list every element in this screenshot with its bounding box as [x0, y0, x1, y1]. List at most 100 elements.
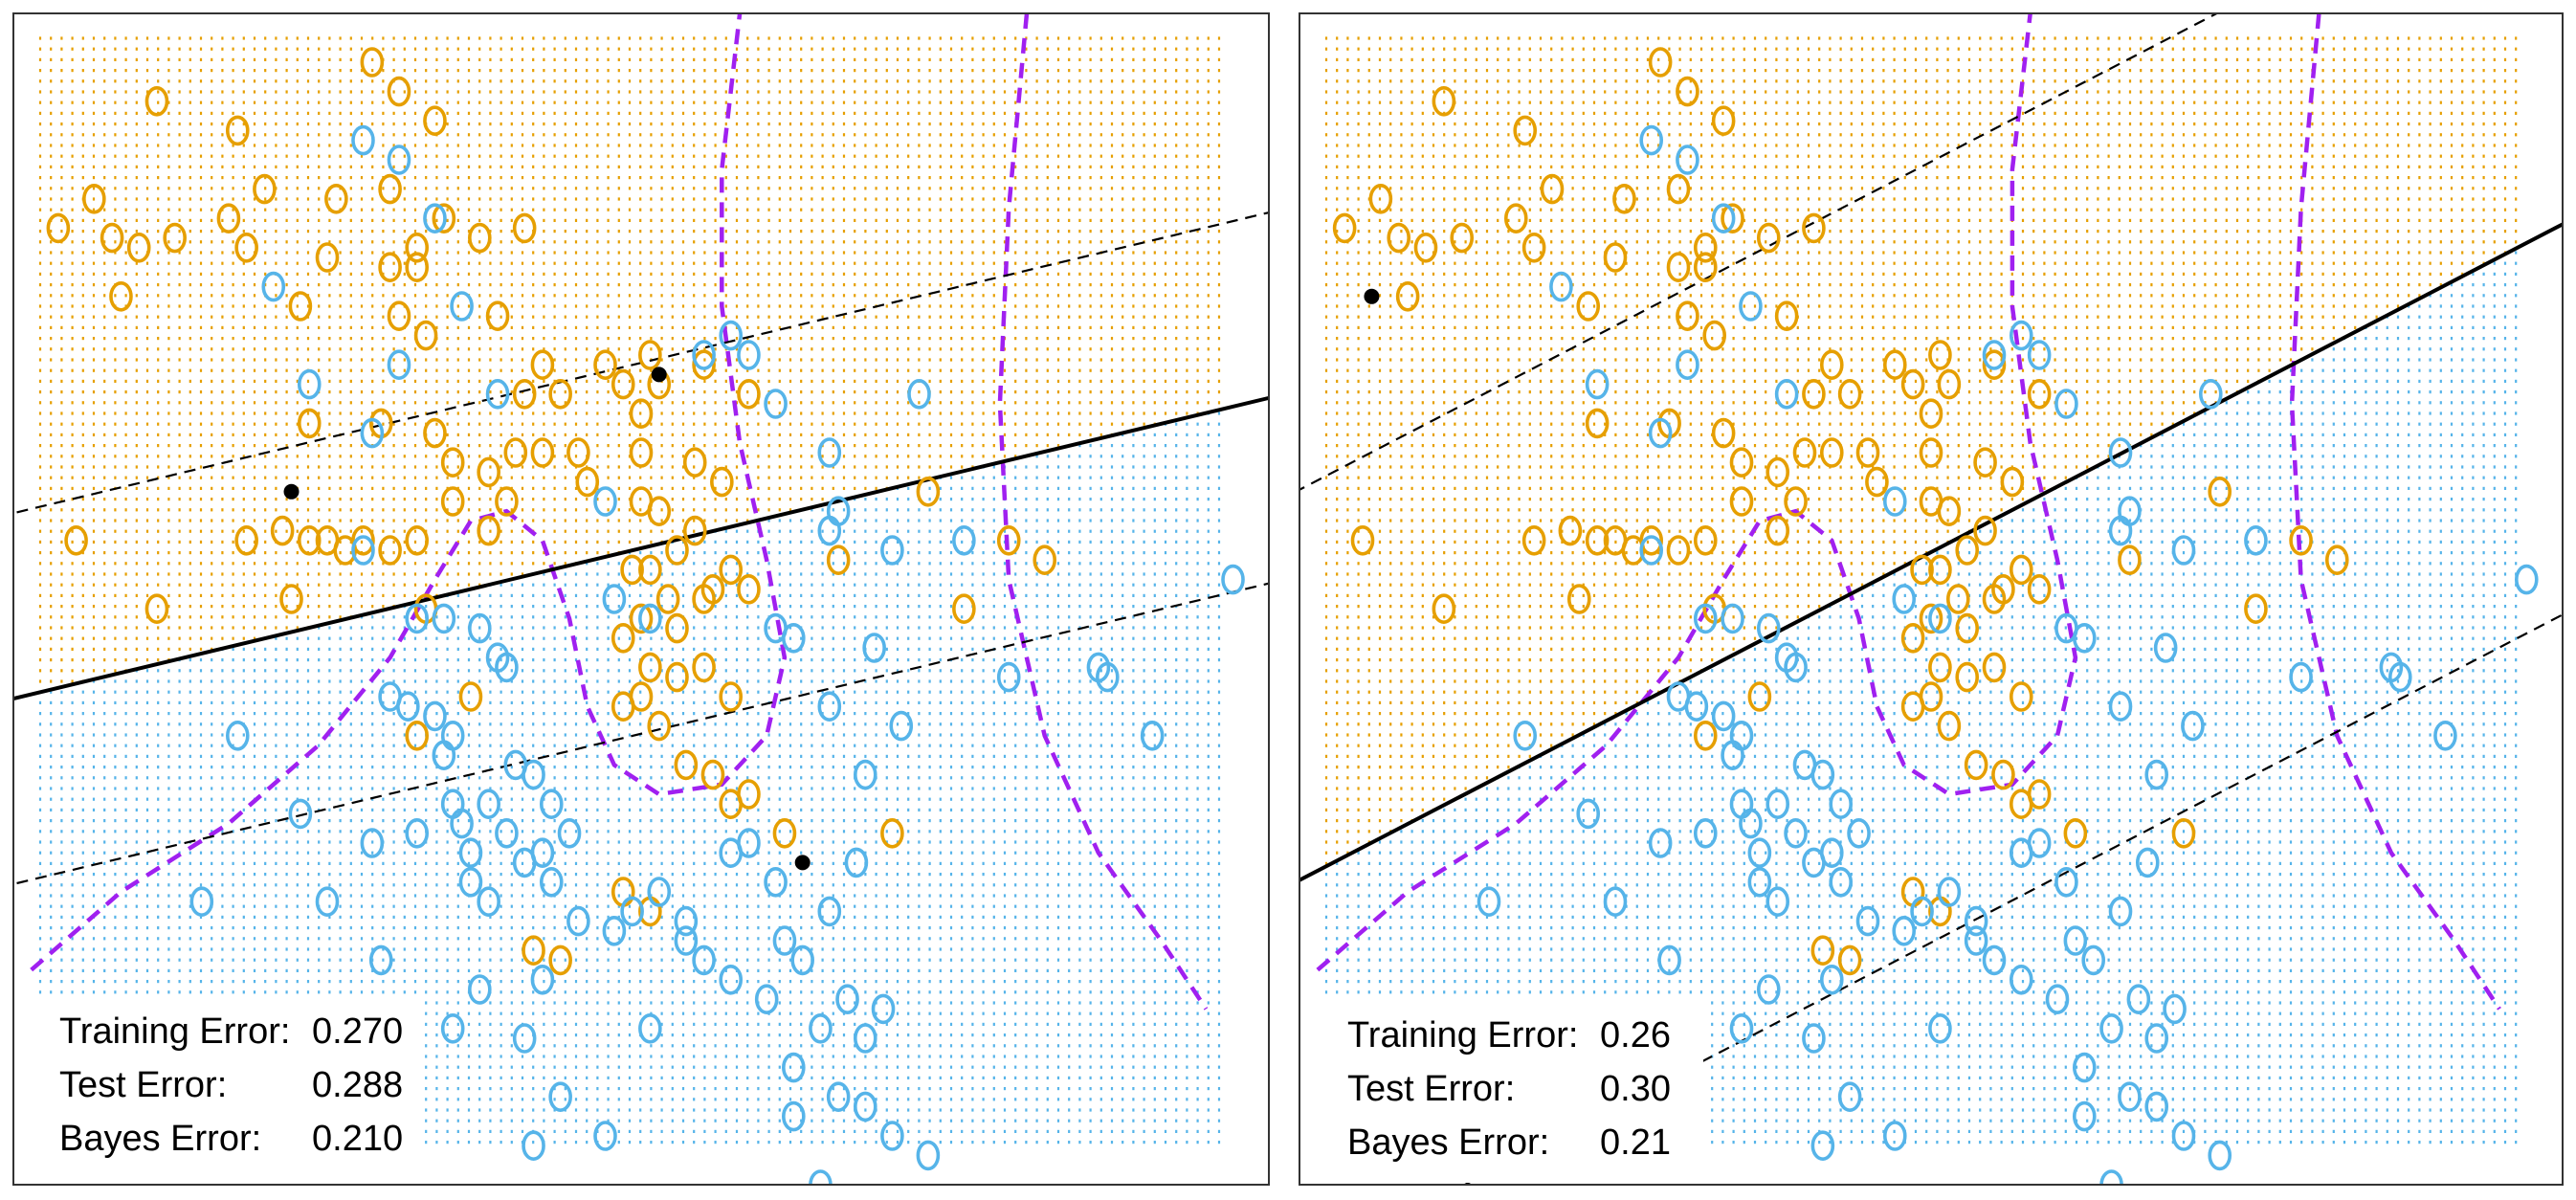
grid-dot: [1175, 486, 1178, 490]
grid-dot: [425, 455, 428, 458]
grid-dot: [114, 379, 117, 383]
grid-dot: [757, 261, 760, 265]
grid-dot: [767, 315, 770, 319]
grid-dot: [446, 498, 449, 501]
grid-dot: [617, 390, 620, 394]
grid-dot: [1046, 57, 1049, 61]
grid-dot: [628, 90, 632, 94]
grid-dot: [500, 154, 502, 158]
grid-dot: [50, 465, 53, 469]
grid-dot: [1078, 197, 1081, 201]
grid-dot: [306, 283, 310, 287]
grid-dot: [296, 230, 299, 233]
grid-dot: [1121, 240, 1124, 244]
grid-dot: [318, 401, 321, 405]
grid-dot: [650, 261, 653, 265]
grid-dot: [306, 122, 310, 126]
grid-dot: [596, 133, 599, 137]
grid-dot: [714, 230, 717, 233]
grid-dot: [510, 325, 513, 329]
grid-dot: [145, 79, 149, 83]
grid-dot: [285, 379, 288, 383]
grid-dot: [382, 187, 385, 190]
grid-dot: [949, 261, 953, 265]
grid-dot: [328, 401, 331, 405]
grid-dot: [660, 230, 663, 233]
grid-dot: [564, 90, 566, 94]
grid-dot: [446, 100, 449, 104]
grid-dot: [285, 154, 288, 158]
grid-dot: [189, 368, 191, 372]
grid-dot: [328, 315, 331, 319]
grid-dot: [318, 304, 321, 308]
grid-dot: [114, 100, 117, 104]
grid-dot: [285, 240, 288, 244]
grid-dot: [489, 358, 492, 362]
grid-dot: [392, 240, 395, 244]
grid-dot: [328, 261, 331, 265]
grid-dot: [992, 476, 995, 479]
grid-dot: [842, 465, 846, 469]
grid-dot: [50, 347, 53, 351]
grid-dot: [714, 251, 717, 255]
grid-dot: [1068, 197, 1071, 201]
grid-dot: [403, 208, 406, 211]
grid-dot: [757, 283, 760, 287]
grid-dot: [1025, 358, 1028, 362]
grid-dot: [178, 154, 181, 158]
grid-dot: [92, 100, 96, 104]
grid-dot: [982, 304, 985, 308]
grid-dot: [1110, 337, 1114, 341]
grid-dot: [961, 486, 964, 490]
grid-dot: [1046, 218, 1049, 222]
grid-dot: [157, 358, 160, 362]
grid-dot: [403, 69, 406, 73]
grid-dot: [1035, 401, 1038, 405]
grid-dot: [1217, 337, 1221, 341]
grid-dot: [360, 358, 364, 362]
grid-dot: [1025, 337, 1028, 341]
grid-dot: [854, 122, 856, 126]
grid-dot: [842, 411, 846, 415]
grid-dot: [1164, 455, 1167, 458]
grid-dot: [199, 36, 203, 40]
grid-dot: [854, 208, 856, 211]
grid-dot: [510, 272, 513, 276]
grid-dot: [1068, 347, 1071, 351]
grid-dot: [189, 251, 191, 255]
grid-dot: [199, 57, 203, 61]
grid-dot: [1186, 240, 1188, 244]
grid-dot: [842, 122, 846, 126]
grid-dot: [757, 122, 760, 126]
grid-dot: [1196, 144, 1199, 147]
grid-dot: [1099, 261, 1102, 265]
grid-dot: [124, 197, 127, 201]
grid-dot: [1132, 444, 1135, 448]
grid-dot: [1121, 283, 1124, 287]
grid-dot: [586, 90, 588, 94]
grid-dot: [961, 401, 964, 405]
grid-dot: [382, 240, 385, 244]
grid-dot: [1003, 100, 1007, 104]
grid-dot: [875, 272, 877, 276]
grid-dot: [681, 251, 685, 255]
grid-dot: [1196, 465, 1199, 469]
grid-dot: [38, 133, 42, 137]
grid-dot: [382, 486, 385, 490]
grid-dot: [425, 133, 428, 137]
grid-dot: [178, 144, 181, 147]
grid-dot: [681, 79, 685, 83]
grid-dot: [875, 455, 877, 458]
grid-dot: [628, 444, 632, 448]
grid-dot: [746, 508, 749, 512]
grid-dot: [167, 444, 170, 448]
grid-dot: [489, 422, 492, 426]
grid-dot: [832, 325, 834, 329]
grid-dot: [875, 57, 877, 61]
grid-dot: [1110, 283, 1114, 287]
grid-dot: [500, 47, 502, 51]
grid-dot: [1153, 165, 1156, 168]
grid-dot: [875, 325, 877, 329]
grid-dot: [296, 508, 299, 512]
grid-dot: [703, 272, 706, 276]
